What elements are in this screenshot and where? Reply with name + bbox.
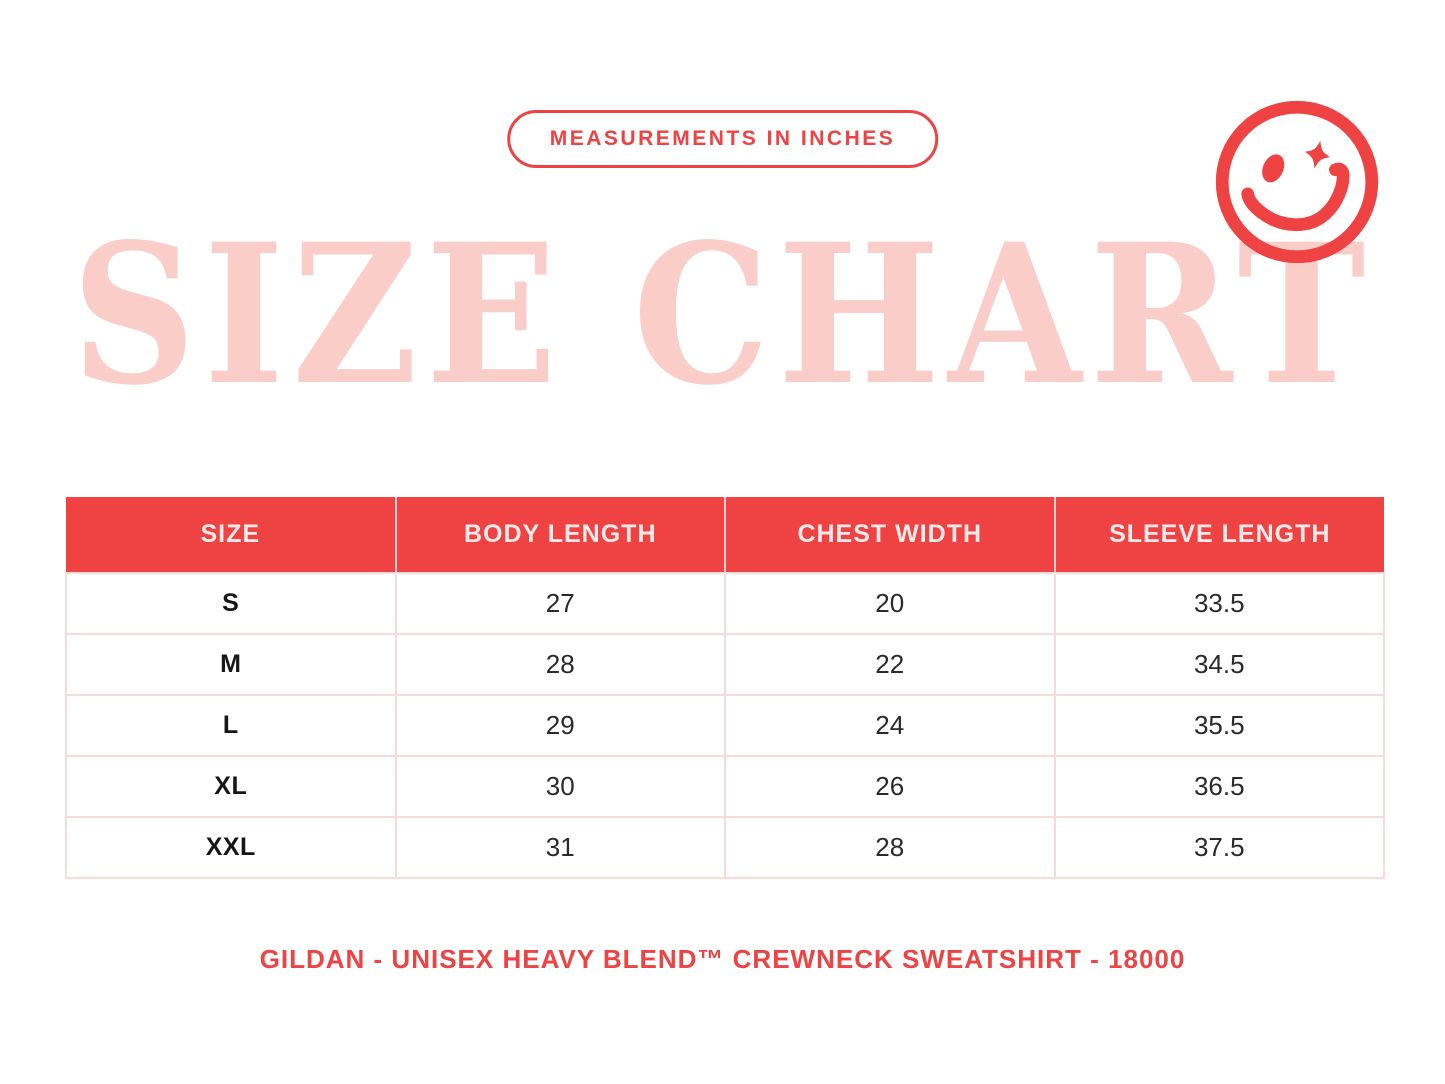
- column-header: CHEST WIDTH: [725, 497, 1056, 573]
- size-cell: XL: [65, 755, 397, 818]
- size-cell: S: [65, 572, 397, 635]
- measurement-cell: 24: [724, 694, 1056, 757]
- smiley-left-eye: [1262, 154, 1285, 183]
- measurement-cell: 30: [394, 755, 726, 818]
- measurement-cell: 36.5: [1053, 755, 1385, 818]
- table-row: S 27 20 33.5: [65, 572, 1385, 635]
- column-header: SIZE: [66, 497, 397, 573]
- column-header: SLEEVE LENGTH: [1054, 497, 1384, 573]
- measurement-cell: 33.5: [1053, 572, 1385, 635]
- size-cell: XXL: [65, 816, 397, 879]
- measurement-cell: 31: [394, 816, 726, 879]
- table-row: XL 30 26 36.5: [65, 755, 1385, 818]
- measurement-cell: 26: [724, 755, 1056, 818]
- measurement-cell: 35.5: [1053, 694, 1385, 757]
- size-table: SIZE BODY LENGTH CHEST WIDTH SLEEVE LENGTH …: [65, 497, 1385, 879]
- table-row: M 28 22 34.5: [65, 633, 1385, 696]
- measurement-cell: 22: [724, 633, 1056, 696]
- size-cell: L: [65, 694, 397, 757]
- measurement-cell: 27: [394, 572, 726, 635]
- measurement-cell: 20: [724, 572, 1056, 635]
- measurements-units-label: MEASUREMENTS IN INCHES: [549, 127, 896, 150]
- measurements-units-badge: MEASUREMENTS IN INCHES: [506, 110, 939, 168]
- smiley-mouth: [1241, 162, 1350, 232]
- measurement-cell: 34.5: [1053, 633, 1385, 696]
- winking-smiley-icon: [1215, 100, 1379, 264]
- size-cell: M: [65, 633, 397, 696]
- product-caption: GILDAN - UNISEX HEAVY BLEND™ CREWNECK SW…: [259, 944, 1186, 974]
- page-title: SIZE CHART: [71, 200, 1374, 428]
- table-row: XXL 31 28 37.5: [65, 816, 1385, 879]
- table-row: L 29 24 35.5: [65, 694, 1385, 757]
- measurement-cell: 28: [724, 816, 1056, 879]
- size-table-head: SIZE BODY LENGTH CHEST WIDTH SLEEVE LENGTH: [66, 497, 1384, 573]
- column-header: BODY LENGTH: [395, 497, 726, 573]
- measurement-cell: 29: [394, 694, 726, 757]
- smiley-face-outline: [1215, 100, 1379, 264]
- measurement-cell: 37.5: [1053, 816, 1385, 879]
- size-table-header-row: SIZE BODY LENGTH CHEST WIDTH SLEEVE LENGTH: [66, 497, 1384, 573]
- measurement-cell: 28: [394, 633, 726, 696]
- size-table-body: S 27 20 33.5 M 28 22 34.5 L 29 24 35.5 XL 30 26 36.5 XXL…: [65, 572, 1385, 879]
- smiley-sparkle-eye: [1304, 140, 1331, 169]
